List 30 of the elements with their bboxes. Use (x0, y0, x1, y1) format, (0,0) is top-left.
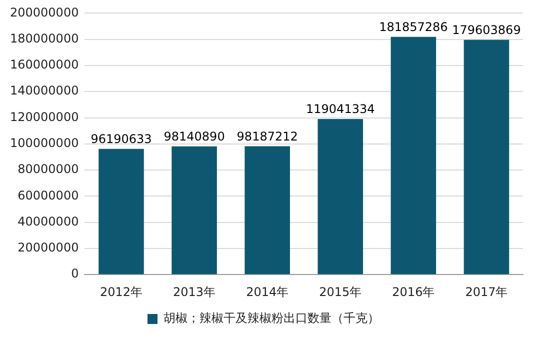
y-tick-label: 60000000 (18, 188, 79, 202)
x-tick-label: 2014年 (246, 284, 289, 299)
y-tick-label: 20000000 (18, 240, 79, 255)
x-tick-label: 2012年 (100, 284, 143, 299)
x-tick-label: 2015年 (319, 284, 362, 299)
y-tick-label: 0 (71, 266, 79, 281)
bar (172, 146, 217, 274)
data-label: 119041334 (306, 102, 375, 116)
data-label: 179603869 (452, 22, 521, 37)
data-label: 96190633 (90, 132, 152, 146)
x-tick-label: 2017年 (465, 284, 508, 299)
bar (318, 119, 364, 274)
bar (390, 36, 436, 274)
bar (98, 148, 144, 274)
x-tick-label: 2013年 (173, 284, 216, 299)
bar (464, 40, 510, 274)
y-tick-label: 100000000 (10, 136, 79, 150)
legend-label: 胡椒；辣椒干及辣椒粉出口数量（千克） (164, 311, 380, 326)
y-tick-label: 160000000 (10, 58, 79, 72)
y-tick-label: 80000000 (18, 162, 79, 176)
y-tick-label: 200000000 (10, 5, 79, 20)
data-label: 98140890 (164, 129, 225, 144)
y-tick-label: 120000000 (10, 110, 79, 124)
x-tick-label: 2016年 (392, 284, 435, 299)
y-tick-label: 40000000 (18, 214, 79, 228)
y-tick-label: 140000000 (10, 84, 79, 98)
y-tick-label: 180000000 (10, 31, 79, 46)
data-label: 181857286 (379, 20, 448, 34)
data-label: 98187212 (236, 129, 298, 144)
bar (244, 146, 290, 274)
